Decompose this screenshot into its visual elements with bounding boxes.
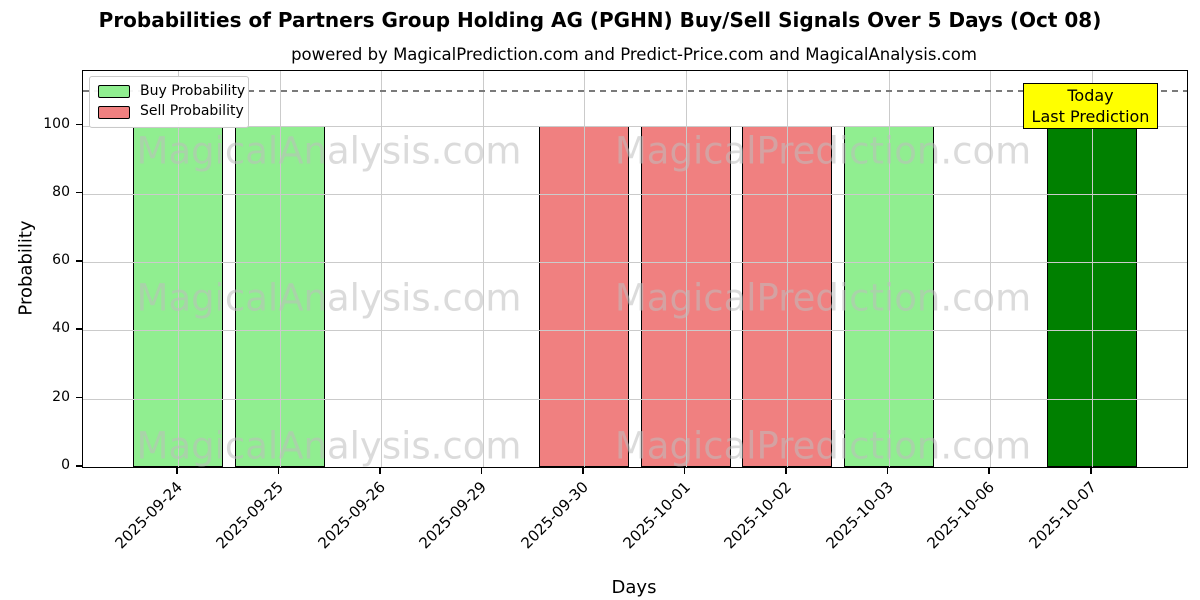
today-annotation-line1: Today	[1067, 86, 1114, 105]
gridline-vertical	[279, 71, 281, 467]
chart-title: Probabilities of Partners Group Holding …	[98, 8, 1102, 32]
y-tick-mark	[76, 465, 82, 467]
y-tick-mark	[76, 260, 82, 262]
x-tick-label: 2025-10-01	[619, 478, 694, 553]
gridline-vertical	[888, 71, 890, 467]
x-tick-mark	[582, 468, 584, 474]
y-tick-label: 100	[43, 115, 70, 132]
x-tick-label: 2025-10-03	[822, 478, 897, 553]
watermark-text: MagicalAnalysis.com	[136, 424, 522, 468]
y-tick-label: 20	[52, 388, 70, 405]
x-tick-label: 2025-09-29	[416, 478, 491, 553]
y-tick-label: 0	[61, 457, 70, 473]
gridline-vertical	[584, 71, 586, 467]
x-tick-mark	[683, 468, 686, 474]
x-tick-label: 2025-09-25	[212, 478, 288, 553]
legend-item-sell: Sell Probability	[98, 103, 244, 119]
gridline-vertical	[685, 71, 687, 467]
plot-area: Buy Probability Sell Probability Today L…	[82, 70, 1188, 468]
y-tick-label: 40	[52, 320, 70, 337]
x-tick-label: 2025-10-06	[923, 478, 999, 553]
buy-probability-swatch	[98, 85, 130, 99]
x-tick-mark	[379, 468, 381, 474]
today-annotation: Today Last Prediction	[1023, 83, 1158, 129]
gridline-vertical	[787, 71, 789, 467]
x-tick-mark	[1090, 468, 1092, 474]
gridline-vertical	[381, 71, 383, 467]
y-tick-mark	[76, 191, 82, 194]
legend-label-sell: Sell Probability	[140, 103, 244, 120]
gridline-horizontal	[83, 330, 1187, 332]
x-tick-label: 2025-10-07	[1025, 478, 1100, 553]
x-tick-label: 2025-09-26	[314, 478, 389, 553]
x-tick-mark	[480, 468, 483, 474]
y-tick-mark	[76, 396, 82, 399]
x-tick-mark	[988, 468, 990, 474]
x-tick-label: 2025-10-02	[720, 478, 796, 553]
x-tick-mark	[886, 468, 889, 474]
x-tick-label: 2025-09-30	[517, 478, 592, 553]
chart-subtitle: powered by MagicalPrediction.com and Pre…	[291, 45, 977, 64]
y-tick-mark	[76, 123, 82, 126]
watermark-text: MagicalPrediction.com	[614, 129, 1032, 173]
gridline-vertical	[482, 71, 484, 467]
gridline-vertical	[1092, 71, 1093, 467]
gridline-horizontal	[83, 193, 1187, 195]
x-tick-mark	[785, 468, 787, 474]
x-tick-mark	[277, 468, 280, 474]
watermark-text: MagicalAnalysis.com	[136, 276, 522, 320]
watermark-text: MagicalPrediction.com	[614, 424, 1032, 468]
watermark-text: MagicalPrediction.com	[614, 276, 1032, 320]
legend-label-buy: Buy Probability	[140, 83, 246, 99]
gridline-horizontal	[83, 262, 1187, 264]
x-tick-label: 2025-09-24	[111, 478, 186, 553]
legend-item-buy: Buy Probability	[98, 83, 245, 99]
sell-probability-swatch	[98, 105, 130, 119]
gridline-horizontal	[83, 398, 1187, 400]
watermark-text: MagicalAnalysis.com	[136, 129, 522, 173]
gridline-horizontal	[83, 125, 1187, 127]
gridline-vertical	[990, 71, 992, 467]
y-tick-label: 60	[52, 252, 70, 269]
y-tick-label: 80	[52, 183, 70, 200]
today-annotation-line2: Last Prediction	[1031, 107, 1150, 126]
gridline-vertical	[178, 71, 179, 467]
x-axis-label: Days	[611, 577, 657, 598]
threshold-dashed-line	[83, 90, 1187, 92]
y-tick-mark	[76, 328, 82, 330]
x-tick-mark	[176, 468, 178, 474]
legend: Buy Probability Sell Probability	[89, 76, 249, 128]
